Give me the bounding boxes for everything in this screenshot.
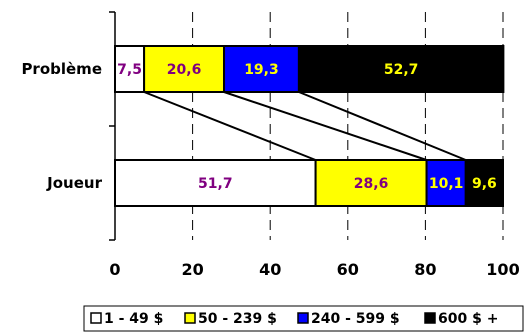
data-label: 20,6: [167, 62, 202, 78]
bar-segment: [297, 45, 505, 93]
category-label: Problème: [21, 60, 102, 78]
bar-segment: [425, 159, 467, 207]
x-tick-label: 40: [259, 260, 281, 279]
bars: 7,5 20,6 19,3 52,7 51,7 28,6 10,1 9,6: [114, 45, 505, 207]
x-tick-label: 80: [414, 260, 436, 279]
x-tick-label: 60: [337, 260, 359, 279]
legend-swatch: [424, 312, 436, 324]
category-label: Joueur: [46, 174, 102, 192]
legend: 1 - 49 $ 50 - 239 $ 240 - 599 $ 600 $ +: [83, 305, 524, 332]
bar-segment: [223, 45, 300, 93]
data-label: 10,1: [429, 176, 464, 192]
data-label: 52,7: [384, 62, 419, 78]
data-label: 9,6: [472, 176, 497, 192]
legend-swatch: [184, 312, 196, 324]
legend-swatch: [90, 312, 102, 324]
x-tick-label: 20: [181, 260, 203, 279]
data-label: 7,5: [117, 62, 142, 78]
legend-swatch: [297, 312, 309, 324]
legend-label: 1 - 49 $: [104, 311, 163, 327]
x-axis: Problème Joueur 0 20 40 60 80 100: [21, 11, 520, 279]
bar-segment: [464, 159, 505, 207]
data-label: 19,3: [244, 62, 279, 78]
legend-label: 600 $ +: [438, 311, 498, 327]
bar-segment: [314, 159, 428, 207]
connector-line: [298, 91, 467, 161]
connector-line: [143, 91, 316, 161]
series-connector-lines: [143, 91, 467, 161]
x-tick-label: 0: [109, 260, 120, 279]
legend-label: 240 - 599 $: [311, 311, 400, 327]
legend-label: 50 - 239 $: [198, 311, 277, 327]
data-label: 28,6: [354, 176, 389, 192]
data-label: 51,7: [198, 176, 233, 192]
bar-segment: [143, 45, 226, 93]
bar-segment: [114, 159, 317, 207]
x-tick-label: 100: [486, 260, 519, 279]
connector-line: [223, 91, 427, 161]
